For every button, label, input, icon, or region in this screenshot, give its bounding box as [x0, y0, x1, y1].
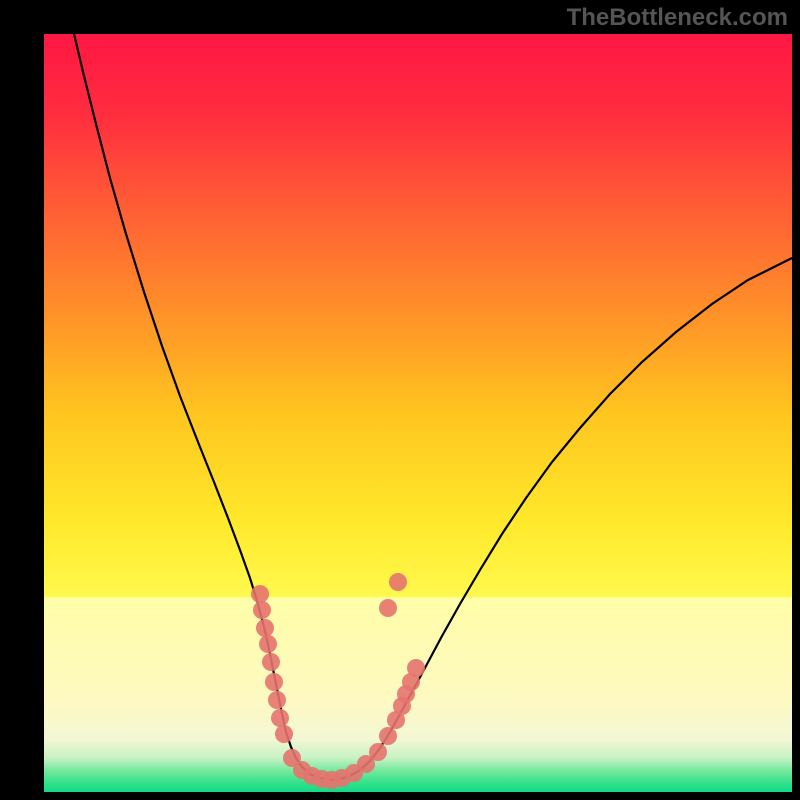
plot-svg — [44, 34, 792, 792]
data-marker — [379, 599, 397, 617]
watermark-text: TheBottleneck.com — [567, 4, 788, 32]
data-marker — [369, 743, 387, 761]
chart-outer-frame: TheBottleneck.com — [0, 0, 800, 800]
data-marker — [259, 635, 277, 653]
plot-area — [44, 34, 792, 792]
data-marker — [253, 601, 271, 619]
data-marker — [268, 691, 286, 709]
data-marker — [407, 659, 425, 677]
data-marker — [271, 709, 289, 727]
data-marker — [251, 585, 269, 603]
data-marker — [379, 727, 397, 745]
data-marker — [265, 673, 283, 691]
data-marker — [275, 725, 293, 743]
data-marker — [256, 619, 274, 637]
data-marker — [262, 653, 280, 671]
data-marker — [389, 573, 407, 591]
